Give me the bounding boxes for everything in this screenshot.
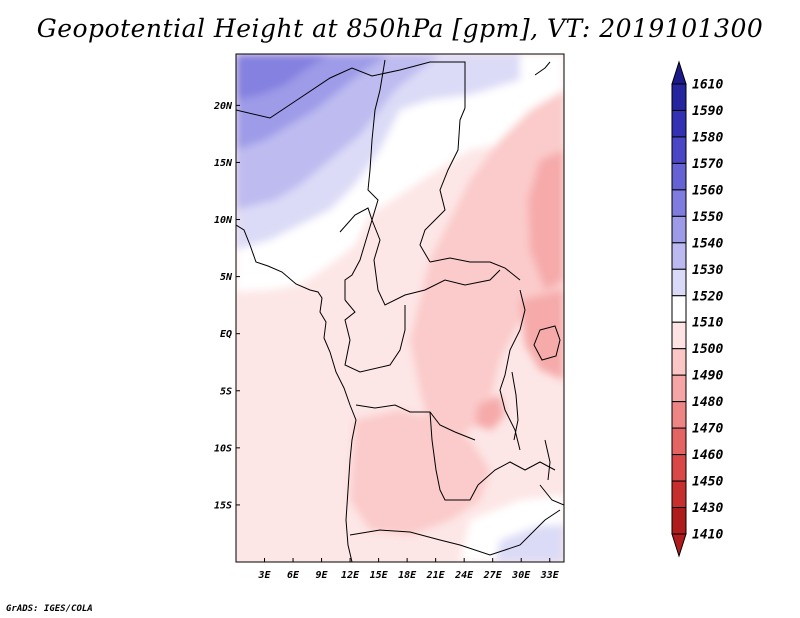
field-1520-southeast xyxy=(495,525,564,562)
colorbar-level-label: 1430 xyxy=(692,501,723,516)
lat-tick-label: EQ xyxy=(220,329,232,340)
border-lake-victoria xyxy=(533,325,561,361)
border-uganda-kenya xyxy=(499,289,526,451)
colorbar-level-label: 1590 xyxy=(692,104,723,119)
colorbar-box xyxy=(671,401,687,429)
height-field xyxy=(236,54,564,562)
colorbar-level-label: 1540 xyxy=(692,236,723,251)
colorbar-level-label: 1520 xyxy=(692,289,723,304)
field-1550-northwest xyxy=(236,54,330,100)
colorbar-level-label: 1460 xyxy=(692,448,723,463)
border-congo xyxy=(344,299,406,373)
field-1480-central xyxy=(475,395,505,430)
border-chad-sudan xyxy=(419,107,466,263)
border-car xyxy=(371,219,501,306)
lon-tick-label: 15E xyxy=(370,570,389,581)
border-sudan-southsudan xyxy=(429,257,521,281)
lat-tick-label: 5S xyxy=(220,386,232,397)
colorbar-box xyxy=(671,480,687,509)
border-lake-malawi xyxy=(544,439,551,481)
lat-tick-label: 10S xyxy=(214,443,232,454)
border-zambia-malawi xyxy=(477,461,556,486)
field-1490-east xyxy=(410,90,564,445)
coastline-east-africa xyxy=(539,484,564,506)
colorbar-level-label: 1610 xyxy=(692,78,723,93)
border-sahara-north xyxy=(236,61,466,119)
border-nigeria-cameroon xyxy=(339,207,373,300)
colorbar-box xyxy=(671,189,687,217)
lat-tick-label: 15S xyxy=(214,500,232,511)
colorbar-level-label: 1580 xyxy=(692,130,723,145)
field-1490-south xyxy=(350,410,490,535)
colorbar-level-label: 1570 xyxy=(692,157,723,172)
colorbar-level-label: 1560 xyxy=(692,183,723,198)
longitude-axis: 3E 6E 9E 12E 15E 18E 21E 24E 27E 30E 33E xyxy=(257,558,560,581)
lon-tick-label: 3E xyxy=(257,570,271,581)
colorbar-box xyxy=(671,83,687,111)
colorbar-box xyxy=(671,136,687,164)
lon-tick-label: 33E xyxy=(540,570,560,581)
colorbar-box xyxy=(671,454,687,482)
colorbar-level-label: 1450 xyxy=(692,475,723,490)
border-namibia xyxy=(349,509,561,556)
lat-tick-label: 20N xyxy=(213,101,233,112)
border-chad-west xyxy=(367,59,386,221)
colorbar-box xyxy=(671,215,687,244)
lon-tick-label: 9E xyxy=(316,570,329,581)
colorbar-box xyxy=(671,162,687,191)
grads-credit: GrADS: IGES/COLA xyxy=(6,604,93,614)
field-1480-great-lakes xyxy=(520,290,564,380)
coastline-west-africa xyxy=(236,224,357,562)
lat-tick-label: 15N xyxy=(214,158,233,169)
colorbar-box xyxy=(671,109,687,138)
colorbar-level-label: 1550 xyxy=(692,210,723,225)
colorbar-box xyxy=(671,374,687,403)
border-angola-zambia xyxy=(429,411,479,501)
lon-tick-label: 27E xyxy=(483,570,503,581)
colorbar-level-label: 1490 xyxy=(692,369,723,384)
lon-tick-label: 24E xyxy=(454,570,474,581)
lon-tick-label: 6E xyxy=(287,570,300,581)
colorbar-level-label: 1470 xyxy=(692,422,723,437)
colorbar-box xyxy=(671,242,687,270)
lon-tick-label: 18E xyxy=(398,570,417,581)
lat-tick-label: 5N xyxy=(220,272,233,283)
colorbar-level-label: 1510 xyxy=(692,316,723,331)
colorbar-box xyxy=(671,321,687,350)
lon-tick-label: 30E xyxy=(511,570,531,581)
border-drc-angola xyxy=(355,404,476,441)
colorbar-top-arrow xyxy=(671,60,687,85)
colorbar: 1610 1590 1580 1570 1560 1550 1540 1530 1520 1510… xyxy=(671,60,723,558)
coastlines-borders xyxy=(236,59,564,562)
colorbar-bottom-arrow xyxy=(671,533,687,558)
border-red-sea-coast xyxy=(534,61,551,76)
lon-tick-label: 21E xyxy=(426,570,446,581)
colorbar-level-label: 1480 xyxy=(692,395,723,410)
colorbar-box xyxy=(671,507,687,535)
colorbar-box xyxy=(671,268,687,297)
lat-tick-label: 10N xyxy=(214,215,233,226)
field-1480-eastern-highlands xyxy=(528,150,564,290)
map-frame xyxy=(235,53,565,563)
border-lake-tanganyika xyxy=(511,371,519,441)
lon-tick-label: 12E xyxy=(341,570,360,581)
latitude-axis: 20N 15N 10N 5N EQ 5S 10S 15S xyxy=(213,101,240,511)
colorbar-level-label: 1410 xyxy=(692,528,723,543)
map-title: Geopotential Height at 850hPa [gpm], VT:… xyxy=(36,14,764,43)
colorbar-box xyxy=(671,427,687,456)
colorbar-level-label: 1530 xyxy=(692,263,723,278)
colorbar-level-label: 1500 xyxy=(692,342,723,357)
colorbar-box xyxy=(671,295,687,323)
colorbar-box xyxy=(671,348,687,376)
